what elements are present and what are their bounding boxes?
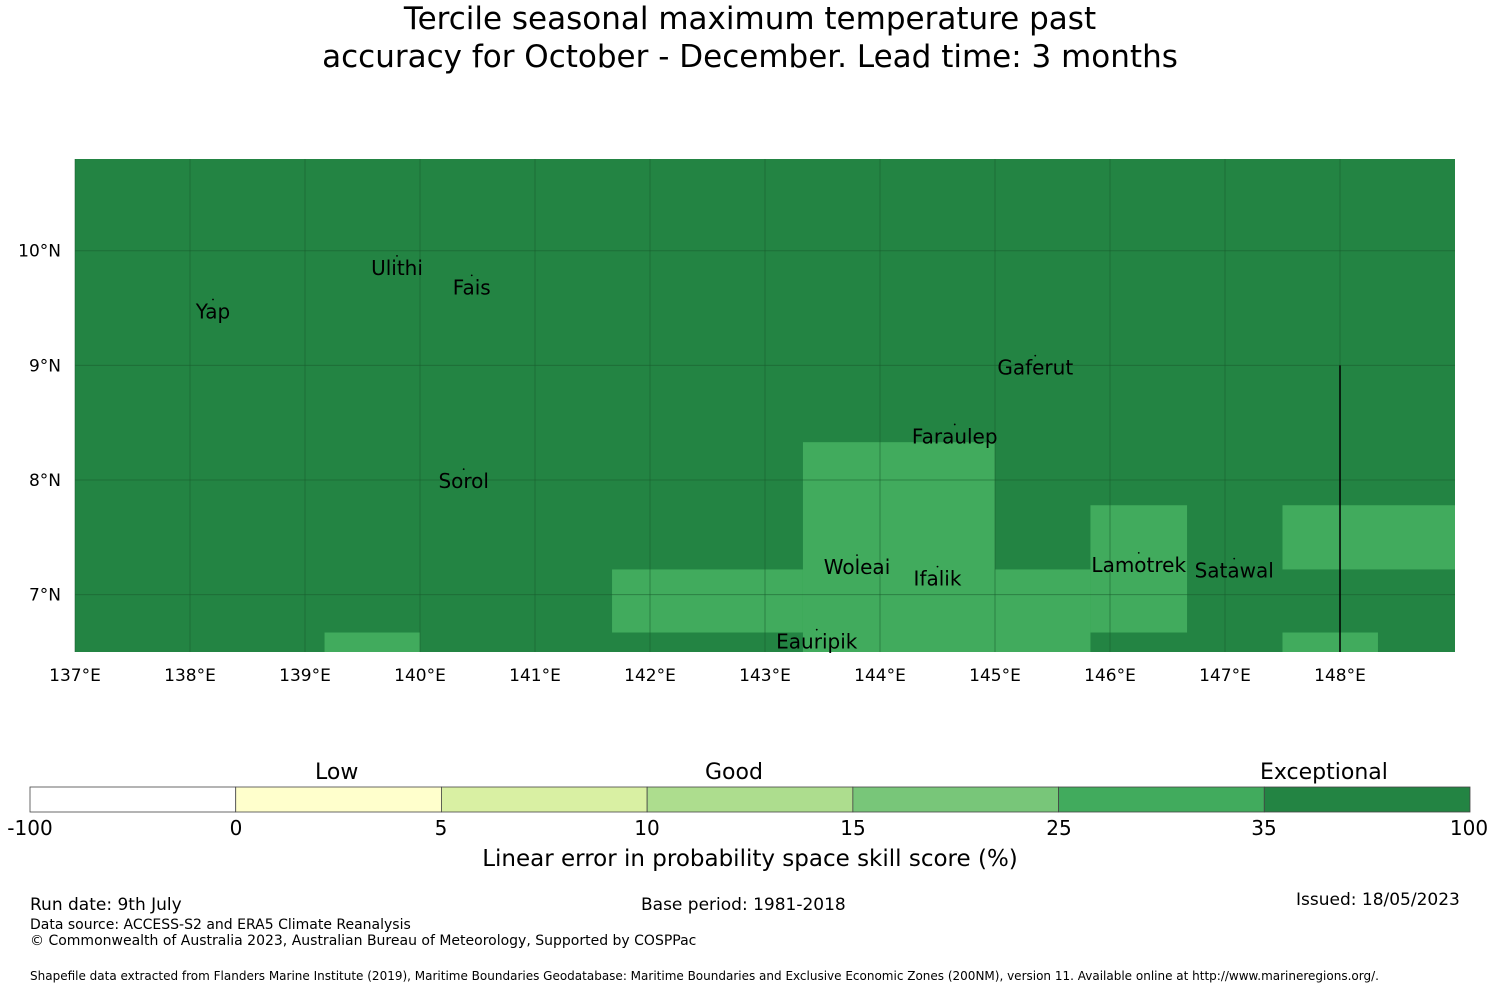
colorbar-bin [646, 786, 854, 813]
colorbar-bin [235, 786, 442, 813]
lon-tick-label: 146°E [1084, 666, 1136, 686]
shapefile-credit: Shapefile data extracted from Flanders M… [30, 969, 1379, 983]
lon-tick-label: 137°E [49, 666, 101, 686]
colorbar-tick: 35 [1251, 816, 1277, 840]
island-marker [212, 298, 214, 301]
place-label: Fais [453, 275, 491, 299]
skill-cell [995, 569, 1091, 652]
legend-label-good: Good [705, 760, 763, 785]
lat-tick-label: 10°N [18, 242, 61, 262]
map-title: Tercile seasonal maximum temperature pas… [0, 0, 1500, 76]
title-line-1: Tercile seasonal maximum temperature pas… [403, 1, 1097, 37]
title-line-2: accuracy for October - December. Lead ti… [322, 39, 1178, 75]
island-marker [1233, 557, 1236, 560]
colorbar-title: Linear error in probability space skill … [482, 846, 1018, 872]
skill-cell [324, 632, 420, 652]
island-marker [396, 255, 398, 257]
skill-cell [612, 569, 803, 633]
colorbar-tick: 15 [840, 816, 866, 840]
lon-tick-label: 138°E [164, 666, 216, 686]
issued-date: Issued: 18/05/2023 [1296, 890, 1460, 910]
island-marker [953, 423, 956, 426]
colorbar-tick: 100 [1449, 816, 1489, 840]
legend-label-exceptional: Exceptional [1260, 760, 1388, 785]
island-marker [856, 554, 858, 557]
lon-tick-label: 147°E [1199, 666, 1251, 686]
place-label: Woleai [824, 555, 891, 579]
skill-cell [1282, 632, 1378, 652]
colorbar-tick: 25 [1046, 816, 1072, 840]
colorbar-tick: -100 [7, 816, 53, 840]
colorbar-bin [441, 786, 648, 813]
place-label: Lamotrek [1091, 553, 1186, 577]
lon-tick-label: 143°E [739, 666, 791, 686]
colorbar-bin [1263, 786, 1471, 813]
skill-cell [802, 442, 995, 652]
place-label: Gaferut [997, 356, 1073, 380]
colorbar-tick: 0 [229, 816, 243, 840]
place-label: Sorol [438, 469, 489, 493]
island-marker [1034, 354, 1037, 357]
lat-tick-label: 9°N [29, 356, 61, 376]
place-label: Ifalik [914, 567, 962, 591]
copyright: © Commonwealth of Australia 2023, Austra… [30, 933, 697, 949]
island-marker [462, 468, 465, 471]
run-date: Run date: 9th July [30, 895, 182, 915]
skill-cell [1090, 505, 1188, 633]
colorbar-tick: 5 [434, 816, 448, 840]
lon-tick-label: 144°E [854, 666, 906, 686]
place-label: Faraulep [912, 424, 998, 448]
base-period: Base period: 1981-2018 [641, 895, 846, 915]
skill-cell [1282, 505, 1455, 570]
island-marker [470, 274, 473, 277]
lon-tick-label: 145°E [969, 666, 1021, 686]
place-label: Eauripik [776, 630, 858, 654]
lon-tick-label: 148°E [1314, 666, 1366, 686]
island-marker [1137, 551, 1140, 554]
lon-tick-label: 141°E [509, 666, 561, 686]
place-label: Satawal [1195, 559, 1274, 583]
colorbar-bin [852, 786, 1059, 813]
legend-label-low: Low [315, 760, 359, 785]
colorbar-tick: 10 [634, 816, 660, 840]
data-source: Data source: ACCESS-S2 and ERA5 Climate … [30, 917, 411, 933]
island-marker [815, 628, 818, 631]
lat-tick-label: 8°N [29, 471, 61, 491]
place-label: Yap [195, 299, 230, 323]
lon-tick-label: 140°E [394, 666, 446, 686]
lat-tick-label: 7°N [29, 586, 61, 606]
lon-tick-label: 142°E [624, 666, 676, 686]
place-label: Ulithi [371, 256, 423, 280]
colorbar-bin [1058, 786, 1265, 813]
island-marker [936, 565, 939, 568]
colorbar-bin [29, 786, 237, 813]
lon-tick-label: 139°E [279, 666, 331, 686]
